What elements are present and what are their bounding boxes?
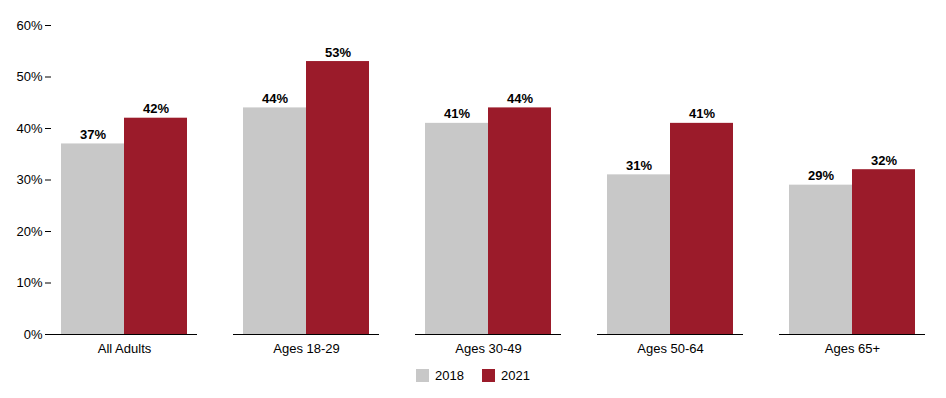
svg-text:44%: 44%: [507, 91, 533, 106]
svg-text:32%: 32%: [871, 153, 897, 168]
svg-text:60%: 60%: [16, 18, 42, 33]
svg-text:Ages 65+: Ages 65+: [825, 341, 880, 356]
svg-text:20%: 20%: [16, 224, 42, 239]
svg-text:30%: 30%: [16, 172, 42, 187]
svg-text:29%: 29%: [808, 168, 834, 183]
html-text:2018: 2018: [435, 368, 464, 383]
html-text:2021: 2021: [501, 368, 530, 383]
svg-text:Ages 50-64: Ages 50-64: [637, 341, 704, 356]
svg-text:0%: 0%: [24, 327, 43, 342]
svg-text:10%: 10%: [16, 275, 42, 290]
svg-text:31%: 31%: [626, 158, 652, 173]
svg-text:All Adults: All Adults: [98, 341, 152, 356]
svg-text:41%: 41%: [689, 106, 715, 121]
svg-text:44%: 44%: [262, 91, 288, 106]
svg-text:40%: 40%: [16, 121, 42, 136]
svg-text:37%: 37%: [80, 127, 106, 142]
svg-text:50%: 50%: [16, 69, 42, 84]
svg-text:Ages 18-29: Ages 18-29: [273, 341, 340, 356]
svg-text:41%: 41%: [444, 106, 470, 121]
svg-text:Ages 30-49: Ages 30-49: [455, 341, 522, 356]
svg-text:42%: 42%: [143, 101, 169, 116]
svg-text:53%: 53%: [325, 45, 351, 60]
